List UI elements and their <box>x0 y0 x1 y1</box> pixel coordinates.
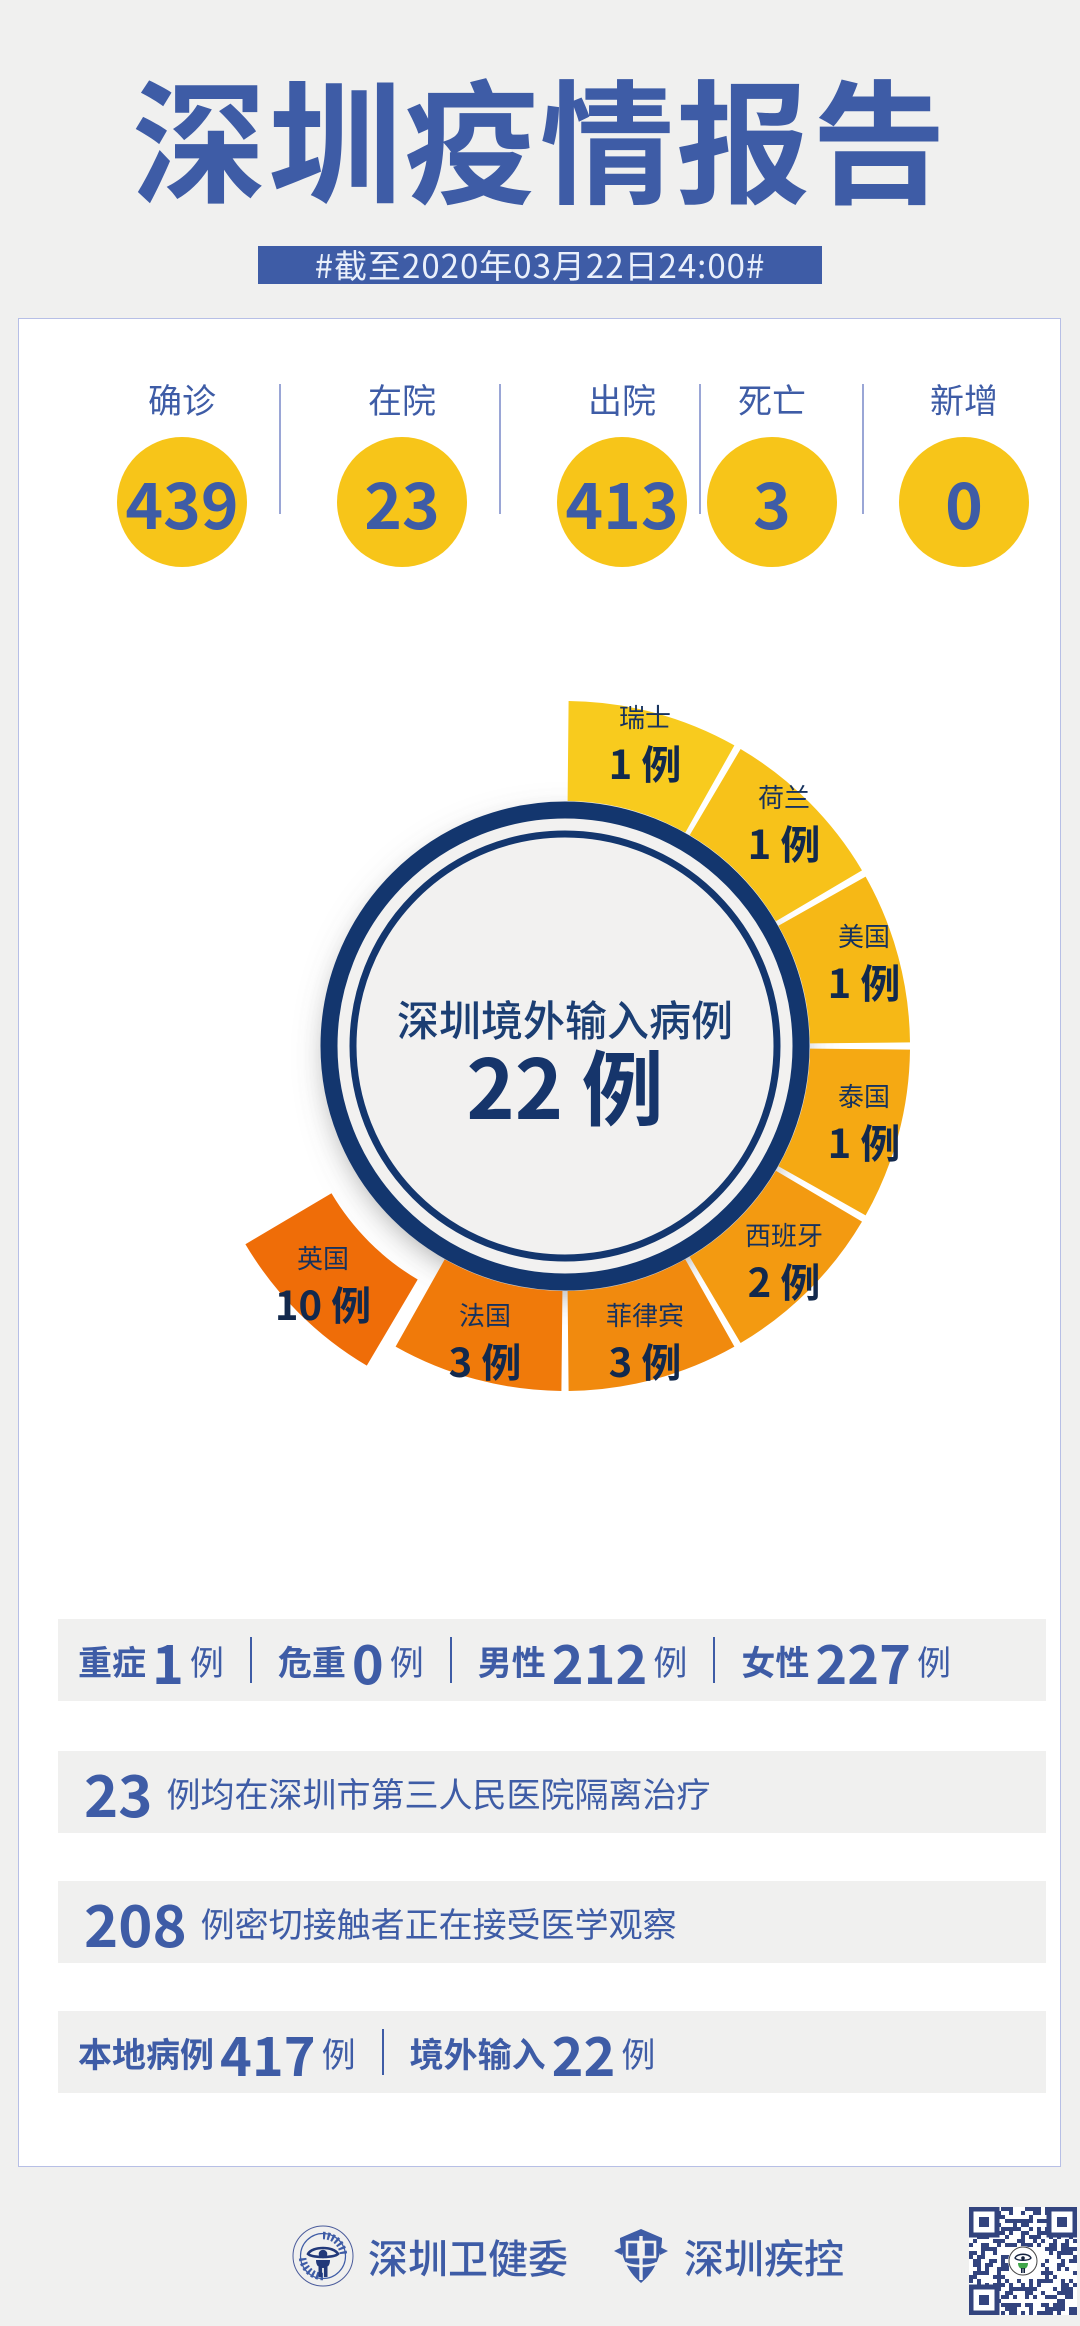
svg-text:菲律宾: 菲律宾 <box>606 1296 684 1333</box>
svg-text:泰国: 泰国 <box>838 1077 890 1114</box>
svg-text:10 例: 10 例 <box>275 1274 371 1332</box>
svg-text:2 例: 2 例 <box>748 1251 821 1309</box>
svg-text:3 例: 3 例 <box>609 1331 682 1389</box>
svg-text:1 例: 1 例 <box>828 952 901 1010</box>
svg-text:22 例: 22 例 <box>466 1024 663 1143</box>
svg-text:瑞士: 瑞士 <box>619 698 671 735</box>
svg-text:1 例: 1 例 <box>828 1112 901 1170</box>
svg-text:西班牙: 西班牙 <box>745 1216 823 1253</box>
svg-text:法国: 法国 <box>459 1296 511 1333</box>
svg-text:荷兰: 荷兰 <box>758 778 810 815</box>
svg-text:美国: 美国 <box>838 917 890 954</box>
svg-text:英国: 英国 <box>297 1239 349 1276</box>
svg-text:1 例: 1 例 <box>609 733 682 791</box>
svg-text:1 例: 1 例 <box>748 813 821 871</box>
svg-text:3 例: 3 例 <box>449 1331 522 1389</box>
